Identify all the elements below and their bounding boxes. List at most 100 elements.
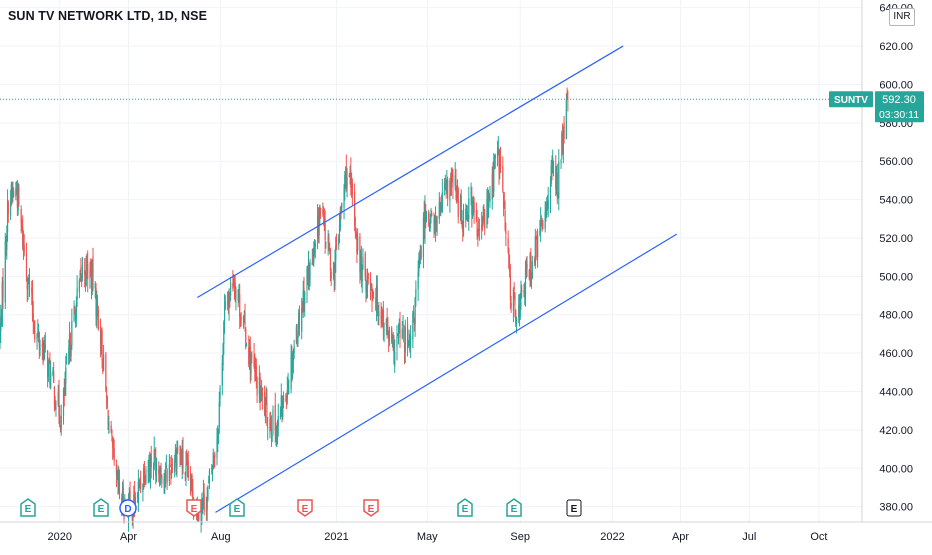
candle-body bbox=[382, 309, 384, 329]
candle bbox=[239, 313, 242, 328]
candle-body bbox=[115, 464, 118, 474]
candle-body bbox=[339, 211, 341, 230]
candle bbox=[59, 425, 62, 433]
candle bbox=[251, 351, 253, 364]
candle-body bbox=[230, 282, 232, 296]
candle bbox=[34, 320, 36, 343]
candle bbox=[57, 384, 59, 407]
candle-body bbox=[12, 191, 14, 195]
candle-body bbox=[182, 449, 184, 468]
price-axis[interactable]: 380.00 400.00 420.00 440.00 460.00 480.00 500.… bbox=[861, 0, 932, 550]
earnings-marker[interactable]: E bbox=[297, 499, 313, 517]
candle bbox=[282, 391, 285, 409]
earnings-badge bbox=[186, 499, 202, 517]
earnings-marker[interactable]: E bbox=[20, 498, 36, 517]
candle-body bbox=[391, 337, 394, 339]
candle-body bbox=[179, 452, 181, 455]
candle-body bbox=[42, 345, 44, 363]
candle-body bbox=[180, 456, 183, 464]
channel-lower-trendline[interactable] bbox=[215, 233, 678, 513]
candle bbox=[382, 308, 384, 328]
earnings-marker[interactable]: E bbox=[457, 498, 473, 517]
time-axis[interactable]: 2020 Apr Aug 2021 May Sep 2022 Apr Jul Oct bbox=[0, 521, 932, 543]
candle bbox=[281, 395, 283, 423]
candle-body bbox=[314, 243, 316, 247]
candle-body bbox=[512, 288, 515, 311]
candle bbox=[544, 201, 546, 233]
candle bbox=[481, 216, 484, 232]
candle-body bbox=[447, 179, 449, 199]
candle bbox=[537, 228, 539, 268]
earnings-marker[interactable]: E bbox=[566, 499, 582, 517]
channel-upper-trendline[interactable] bbox=[197, 45, 624, 298]
candle bbox=[22, 215, 24, 251]
candle-body bbox=[465, 216, 468, 219]
candle bbox=[397, 323, 400, 345]
candle bbox=[407, 339, 409, 348]
event-label: E bbox=[234, 504, 241, 515]
candle-body bbox=[551, 167, 553, 173]
candle-body bbox=[359, 236, 361, 273]
candle-body bbox=[434, 216, 437, 231]
candle-body bbox=[348, 175, 350, 177]
candle bbox=[213, 455, 215, 469]
candle bbox=[177, 440, 179, 455]
candle-body bbox=[440, 206, 443, 208]
candle bbox=[53, 362, 55, 384]
candle bbox=[91, 259, 93, 296]
candle-body bbox=[563, 122, 565, 139]
candle-body bbox=[398, 323, 400, 333]
candle bbox=[208, 475, 210, 484]
candle-body bbox=[20, 209, 22, 224]
candle bbox=[425, 210, 428, 223]
candle-body bbox=[36, 335, 38, 342]
event-label: E bbox=[462, 504, 469, 515]
earnings-marker[interactable]: E bbox=[93, 498, 109, 517]
candle bbox=[274, 392, 276, 443]
candle-body bbox=[471, 196, 473, 215]
candle-body bbox=[181, 451, 183, 468]
candle-body bbox=[397, 333, 399, 336]
candle bbox=[230, 276, 232, 302]
earnings-marker[interactable]: E bbox=[229, 498, 245, 517]
earnings-marker[interactable]: E bbox=[363, 499, 379, 517]
candle bbox=[0, 304, 2, 343]
candle bbox=[565, 93, 567, 140]
candle-body bbox=[270, 419, 272, 430]
candle bbox=[58, 379, 60, 425]
y-tick-label: 460.00 bbox=[879, 348, 913, 360]
candle-body bbox=[37, 334, 40, 338]
candle-body bbox=[81, 265, 84, 279]
candle-body bbox=[255, 365, 257, 377]
price-tag[interactable]: SUNTV 592.30 03:30:11 bbox=[829, 91, 924, 123]
candle bbox=[244, 303, 246, 332]
candle-body bbox=[524, 269, 527, 295]
candle-body bbox=[503, 204, 505, 207]
candle-body bbox=[108, 422, 110, 434]
y-tick-label: 420.00 bbox=[879, 425, 913, 437]
candle bbox=[71, 308, 73, 350]
candle bbox=[558, 149, 560, 211]
candle-body bbox=[17, 188, 19, 211]
candle bbox=[394, 339, 396, 373]
dividend-marker[interactable]: D bbox=[119, 499, 137, 517]
candle bbox=[149, 451, 151, 483]
x-tick-label: 2020 bbox=[47, 531, 71, 543]
candle bbox=[253, 343, 255, 369]
candle bbox=[184, 471, 186, 481]
currency-badge[interactable]: INR bbox=[889, 8, 915, 26]
candle bbox=[48, 357, 50, 365]
candle-body bbox=[539, 230, 541, 235]
candle bbox=[445, 179, 447, 199]
candle-body bbox=[290, 354, 292, 390]
chart-title: SUN TV NETWORK LTD, 1D, NSE bbox=[8, 9, 208, 23]
candle bbox=[138, 479, 140, 492]
candle bbox=[556, 163, 558, 205]
earnings-marker[interactable]: E bbox=[506, 498, 522, 517]
candle-body bbox=[16, 188, 18, 208]
earnings-marker[interactable]: E bbox=[186, 499, 202, 517]
candle-body bbox=[542, 223, 544, 226]
